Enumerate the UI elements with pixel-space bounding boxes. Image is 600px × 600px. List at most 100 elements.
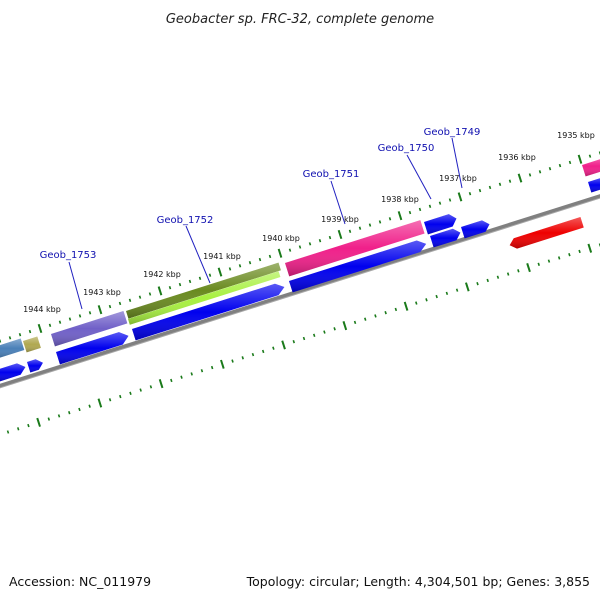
cds-arrow-upper-3[interactable] (588, 177, 600, 193)
gene-khaki-box[interactable] (23, 336, 41, 353)
minor-tick (578, 249, 581, 254)
major-tick (577, 154, 583, 164)
gene-geob-1753-box-shading (51, 311, 128, 347)
cds-arrow-lower-6[interactable] (430, 228, 461, 248)
minor-tick (568, 160, 572, 165)
gene-pink-edge-box-shading (582, 159, 600, 177)
minor-tick (139, 388, 142, 392)
gene-steelblue-box[interactable] (0, 338, 25, 359)
minor-tick (445, 291, 449, 296)
minor-tick (588, 154, 592, 158)
cds-arrow-lower-3-shading (56, 332, 129, 365)
minor-tick (248, 260, 252, 265)
minor-tick (47, 417, 51, 421)
gene-label-geob-1751[interactable]: Geob_1751 (303, 169, 360, 180)
minor-tick (288, 248, 292, 252)
minor-tick (8, 336, 12, 340)
minor-tick (378, 220, 382, 224)
minor-tick (358, 226, 362, 230)
major-tick (397, 211, 403, 221)
minor-tick (394, 307, 398, 312)
cds-arrow-lower-3[interactable] (56, 332, 129, 365)
minor-tick (364, 317, 367, 321)
ruler-label: 1938 kbp (381, 195, 419, 204)
major-tick (337, 229, 343, 240)
cds-arrow-upper-2-shading (461, 220, 490, 239)
cds-arrow-upper-2[interactable] (461, 220, 490, 239)
ruler-label: 1940 kbp (262, 234, 300, 243)
cds-arrow-lower-1-shading (0, 363, 26, 382)
minor-tick (308, 242, 312, 246)
cds-arrow-upper-1-shading (424, 214, 457, 235)
minor-tick (374, 314, 377, 318)
gene-leader-line (406, 154, 432, 200)
minor-tick (200, 369, 204, 373)
minor-tick (508, 179, 512, 183)
feature-track (0, 156, 600, 382)
ruler-label: 1944 kbp (23, 305, 61, 314)
ruler-label: 1939 kbp (321, 215, 359, 224)
cds-arrow-lower-5[interactable] (289, 240, 427, 293)
minor-tick (415, 301, 418, 305)
minor-tick (506, 272, 510, 276)
gene-label-geob-1749[interactable]: Geob_1749 (424, 127, 481, 138)
minor-tick (448, 198, 452, 202)
gene-label-geob-1752[interactable]: Geob_1752 (157, 215, 214, 226)
minor-tick (241, 356, 244, 360)
ruler-label: 1936 kbp (498, 153, 536, 162)
minor-tick (128, 298, 132, 302)
minor-tick (268, 254, 272, 259)
major-tick (403, 301, 409, 311)
gene-red-arrow[interactable] (509, 217, 584, 249)
minor-tick (208, 273, 212, 277)
gene-leader-line (68, 261, 83, 310)
gene-leader-line (451, 137, 463, 189)
minor-tick (517, 269, 520, 273)
minor-tick (558, 163, 562, 168)
minor-tick (312, 333, 316, 337)
minor-tick (538, 170, 542, 174)
genome-backbone (0, 194, 600, 389)
minor-tick (88, 404, 91, 408)
minor-tick (149, 385, 153, 389)
gene-label-geob-1750[interactable]: Geob_1750 (378, 143, 435, 154)
ruler-label: 1941 kbp (203, 252, 241, 261)
gene-geob-1752-box[interactable] (126, 262, 281, 319)
major-tick (526, 262, 531, 273)
cds-arrow-lower-2-shading (27, 359, 43, 373)
gene-leader-line (185, 225, 211, 284)
minor-tick (178, 282, 182, 287)
major-tick (587, 243, 593, 253)
minor-tick (190, 372, 193, 376)
cds-arrow-lower-1[interactable] (0, 363, 26, 382)
minor-tick (119, 394, 122, 399)
ruler-labels: 1944 kbp 1943 kbp 1942 kbp 1941 kbp 1940… (23, 131, 595, 314)
gene-geob-1752-box-shading (126, 262, 281, 319)
major-tick (342, 321, 348, 331)
minor-tick (486, 278, 489, 283)
gene-red-arrow-shading (509, 217, 584, 249)
minor-tick (333, 327, 336, 331)
cds-arrow-upper-1[interactable] (424, 214, 457, 235)
gene-geob-1751-box[interactable] (285, 220, 425, 277)
minor-tick (148, 292, 152, 296)
gene-geob-1753-box[interactable] (51, 311, 128, 347)
gene-geob-1752-lime-box[interactable] (128, 271, 281, 325)
minor-tick (78, 314, 82, 318)
minor-tick (48, 323, 52, 328)
genome-summary: Topology: circular; Length: 4,304,501 bp… (246, 574, 590, 589)
tick-ring-outer (0, 151, 600, 343)
minor-tick (298, 245, 302, 249)
minor-tick (138, 295, 142, 299)
gene-label-geob-1753[interactable]: Geob_1753 (40, 250, 97, 261)
cds-arrow-lower-4[interactable] (132, 283, 285, 341)
cds-arrow-lower-2[interactable] (27, 359, 43, 373)
gene-pink-edge-box[interactable] (582, 156, 600, 177)
minor-tick (188, 279, 192, 284)
major-tick (36, 417, 41, 427)
minor-tick (568, 253, 571, 257)
minor-tick (170, 378, 173, 383)
minor-tick (57, 414, 61, 418)
major-tick (97, 305, 103, 315)
